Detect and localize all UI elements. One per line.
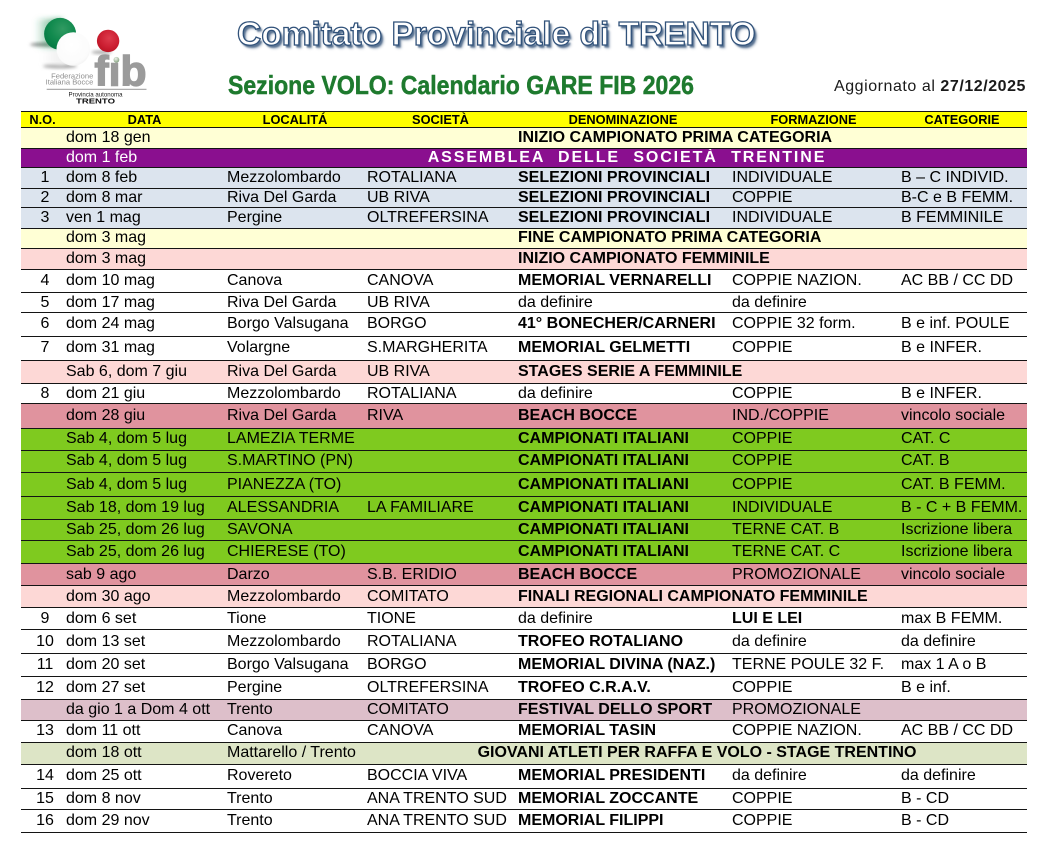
svg-text:Federazione: Federazione [51,71,93,80]
svg-text:fıb: fıb [95,47,147,94]
svg-text:Provincia autonoma: Provincia autonoma [69,91,123,98]
svg-text:TRENTO: TRENTO [76,96,116,105]
svg-text:Italiana Bocce: Italiana Bocce [46,77,94,86]
